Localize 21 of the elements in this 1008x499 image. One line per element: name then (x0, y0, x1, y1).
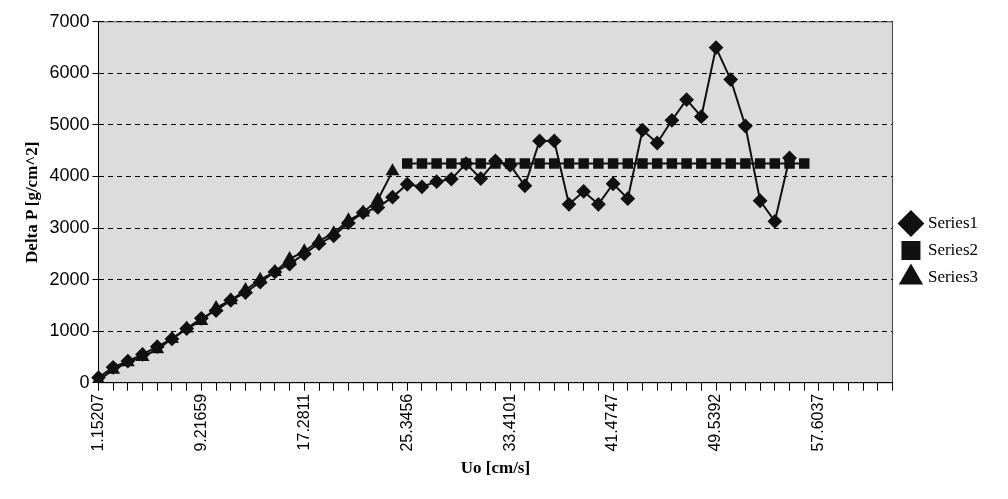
x-tick-label: 49.5392 (706, 393, 724, 452)
y-tick-label: 6000 (49, 62, 90, 83)
y-axis-title: Delta P [g/cm^2] (21, 141, 41, 263)
y-tick-label: 4000 (49, 165, 90, 186)
legend-label: Series1 (927, 212, 978, 232)
x-tick-label: 33.4101 (500, 393, 518, 452)
x-tick-label: 25.3456 (397, 393, 415, 452)
x-tick-label: 1.15207 (88, 393, 106, 452)
y-tick-label: 5000 (49, 113, 90, 134)
x-tick-label: 17.2811 (294, 393, 312, 451)
x-tick-label: 41.4747 (603, 393, 621, 452)
y-tick-label: 2000 (49, 268, 90, 289)
x-tick-label: 57.6037 (809, 393, 827, 452)
legend-label: Series3 (927, 266, 978, 286)
legend-label: Series2 (927, 239, 978, 259)
y-tick-label: 1000 (49, 320, 90, 341)
x-axis-title: Uo [cm/s] (460, 458, 531, 478)
y-tick-label: 7000 (49, 10, 90, 31)
y-tick-label: 3000 (49, 217, 90, 238)
x-tick-label: 9.21659 (191, 393, 209, 452)
y-tick-label: 0 (79, 371, 90, 392)
